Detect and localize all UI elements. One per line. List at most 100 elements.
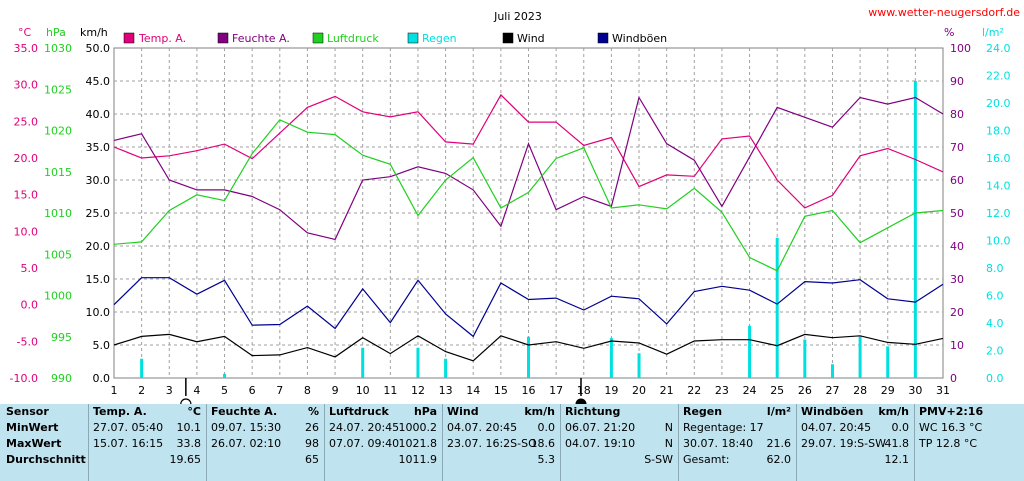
legend-label-feuchte: Feuchte A. [232,32,290,45]
legend-swatch-wind [502,32,514,44]
temp-header: Temp. A. [93,405,147,418]
y-tick-label-temp: 30.0 [14,79,39,92]
y-tick-label-humidity: 0 [950,372,957,385]
rain-bar [858,336,862,378]
temp-min-time: 27.07. 05:40 [93,421,164,434]
x-tick-label: 11 [383,384,397,397]
wind-header: Wind [447,405,479,418]
x-tick-label: 29 [881,384,895,397]
legend-swatch-regen [407,32,419,44]
stats-col-pmv: PMV+2:16 WC 16.3 °C TP 12.8 °C [915,404,1024,481]
y-tick-label-rain: 4.0 [986,317,1004,330]
windboeen-min-val: 0.0 [891,421,910,434]
regen-total-label: Gesamt: [683,453,730,466]
x-tick-label: 13 [439,384,453,397]
series-line-windboeen [113,277,944,338]
rain-bar [527,336,530,378]
full-moon-icon [180,398,192,404]
regen-days: Regentage: 17 [683,421,764,434]
windboeen-header: Windböen [801,405,864,418]
x-tick-label: 30 [908,384,922,397]
x-tick-label: 22 [687,384,701,397]
luftdruck-avg: 1011.9 [398,453,438,466]
legend-label-temp: Temp. A. [138,32,186,45]
y-tick-label-temp: -10.0 [10,372,38,385]
feuchte-min-time: 09.07. 15:30 [211,421,282,434]
stats-header-sensor: Sensor [6,405,49,418]
y-tick-label-pressure: 990 [51,372,72,385]
luftdruck-min-val: 1000.2 [398,421,438,434]
y-tick-label-rain: 6.0 [986,290,1004,303]
x-tick-label: 10 [356,384,370,397]
x-tick-label: 8 [304,384,311,397]
x-tick-label: 12 [411,384,425,397]
unit-temp: °C [18,26,32,39]
rain-bar [803,339,807,378]
rain-bar [609,338,613,378]
rain-bar [223,373,227,378]
y-tick-label-humidity: 80 [950,108,964,121]
stats-panel: Sensor MinWert MaxWert Durchschnitt Temp… [0,404,1024,481]
x-tick-label: 15 [494,384,508,397]
x-tick-label: 24 [743,384,757,397]
legend-swatch-luftdruck [312,32,324,44]
grid [114,48,943,378]
legend-label-luftdruck: Luftdruck [327,32,379,45]
x-tick-label: 3 [166,384,173,397]
x-tick-label: 31 [936,384,950,397]
source-url: www.wetter-neugersdorf.de [868,6,1020,19]
y-tick-label-wind: 45.0 [86,75,111,88]
rain-bar [361,347,365,378]
y-tick-label-wind: 30.0 [86,174,111,187]
weather-chart: Juli 2023 www.wetter-neugersdorf.de °C h… [10,6,1020,404]
chart-title: Juli 2023 [493,10,542,23]
legend-label-wind: Wind [517,32,545,45]
y-tick-label-wind: 35.0 [86,141,111,154]
y-tick-label-pressure: 1005 [44,248,72,261]
x-tick-label: 4 [193,384,200,397]
stats-col-wind: Wind km/h 04.07. 20:45 0.0 23.07. 16:2S-SO… [443,404,559,481]
y-tick-label-temp: 10.0 [14,225,39,238]
x-tick-label: 7 [276,384,283,397]
y-tick-label-pressure: 995 [51,331,72,344]
wind-max-time: 23.07. 16:2S-SO [447,437,537,450]
series-line-feuchte [113,95,944,241]
y-tick-label-pressure: 1025 [44,83,72,96]
y-tick-label-rain: 10.0 [986,235,1011,248]
wind-avg: 5.3 [537,453,556,466]
unit-kmh: km/h [80,26,108,39]
series-line-luftdruck [113,119,944,272]
x-tick-label: 17 [549,384,563,397]
y-tick-label-pressure: 1000 [44,290,72,303]
stats-col-feuchte: Feuchte A.% 09.07. 15:30 26 26.07. 02:10 9… [207,404,323,481]
y-tick-label-humidity: 70 [950,141,964,154]
y-tick-label-wind: 50.0 [86,42,111,55]
feuchte-max-val: 98 [305,437,319,450]
y-tick-label-rain: 12.0 [986,207,1011,220]
series-line-wind [113,333,944,362]
x-tick-label: 23 [715,384,729,397]
y-tick-label-wind: 25.0 [86,207,111,220]
x-tick-label: 5 [221,384,228,397]
rain-bars [140,81,917,378]
wind-min-time: 04.07. 20:45 [447,421,518,434]
stats-col-richtung: Richtung 06.07. 21:20 N 04.07. 19:10 N S-S… [561,404,677,481]
x-tick-label: 6 [249,384,256,397]
rain-bar [913,81,917,378]
y-tick-label-wind: 40.0 [86,108,111,121]
x-tick-label: 1 [111,384,118,397]
legend-label-regen: Regen [422,32,457,45]
y-tick-label-temp: 20.0 [14,152,39,165]
wind-unit: km/h [524,405,555,418]
stats-row-min: MinWert [6,421,59,434]
windboeen-max-val: 41.8 [884,437,910,450]
temp-max-time: 15.07. 16:15 [93,437,164,450]
richtung-min-time: 06.07. 21:20 [565,421,636,434]
rain-bar [444,358,448,378]
new-moon-icon [575,398,587,404]
stats-col-windboeen: Windböen km/h 04.07. 20:45 0.0 29.07. 19:S… [797,404,913,481]
x-tick-label: 27 [825,384,839,397]
axis-labels: 1 2 3 4 5 6 7 8 9 10 11 12 13 14 15 16 17 18 19 20 21 22 23 24 2… [10,42,1011,397]
y-tick-label-humidity: 40 [950,240,964,253]
x-tick-label: 16 [522,384,536,397]
